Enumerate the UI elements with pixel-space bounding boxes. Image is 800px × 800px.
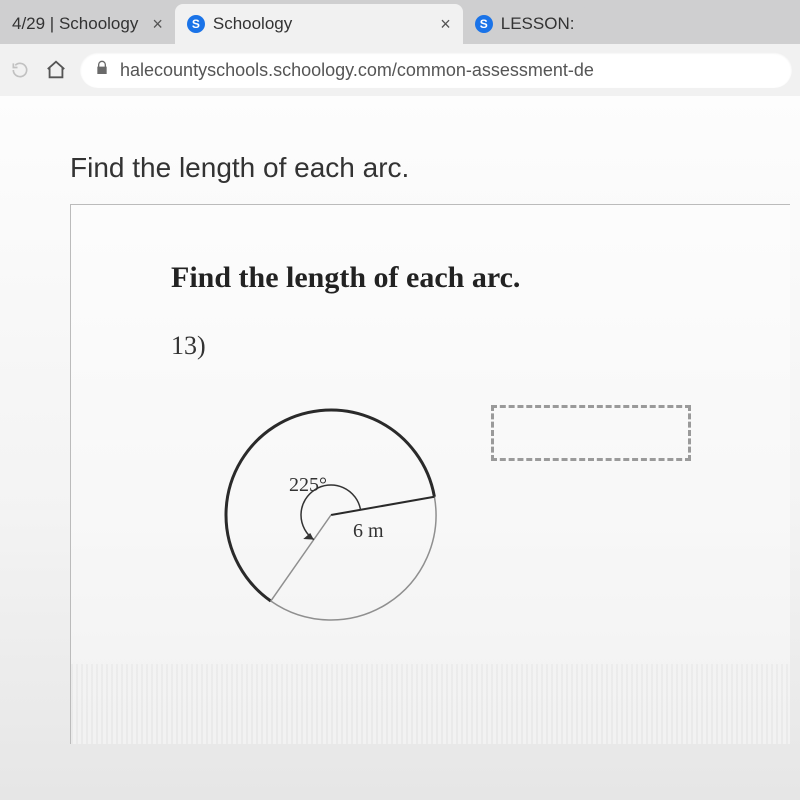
tab-label: Schoology <box>213 14 292 34</box>
tab-label: 4/29 | Schoology <box>12 14 138 34</box>
arc-diagram: 225° 6 m <box>211 395 451 635</box>
url-bar[interactable]: halecountyschools.schoology.com/common-a… <box>80 52 792 88</box>
outer-instruction: Find the length of each arc. <box>70 152 800 184</box>
tab-schoology-429[interactable]: 4/29 | Schoology × <box>0 4 175 44</box>
address-bar: halecountyschools.schoology.com/common-a… <box>0 44 800 96</box>
home-icon[interactable] <box>44 58 68 82</box>
url-text: halecountyschools.schoology.com/common-a… <box>120 60 594 81</box>
reload-icon[interactable] <box>8 58 32 82</box>
inner-instruction: Find the length of each arc. <box>171 261 790 295</box>
schoology-favicon-icon: S <box>475 15 493 33</box>
page-content: Find the length of each arc. Find the le… <box>0 96 800 800</box>
lock-icon <box>94 60 110 81</box>
tab-strip: 4/29 | Schoology × S Schoology × S LESSO… <box>0 0 800 44</box>
tab-schoology-active[interactable]: S Schoology × <box>175 4 463 44</box>
problem-frame: Find the length of each arc. 13) 225° 6 m <box>70 204 790 744</box>
schoology-favicon-icon: S <box>187 15 205 33</box>
svg-text:225°: 225° <box>289 474 327 496</box>
close-icon[interactable]: × <box>152 14 163 35</box>
question-number: 13) <box>171 331 790 361</box>
answer-input-box[interactable] <box>491 405 691 461</box>
close-icon[interactable]: × <box>440 14 451 35</box>
tab-lesson[interactable]: S LESSON: <box>463 4 587 44</box>
tab-label: LESSON: <box>501 14 575 34</box>
svg-text:6 m: 6 m <box>353 520 384 542</box>
photo-artifact <box>71 664 790 744</box>
